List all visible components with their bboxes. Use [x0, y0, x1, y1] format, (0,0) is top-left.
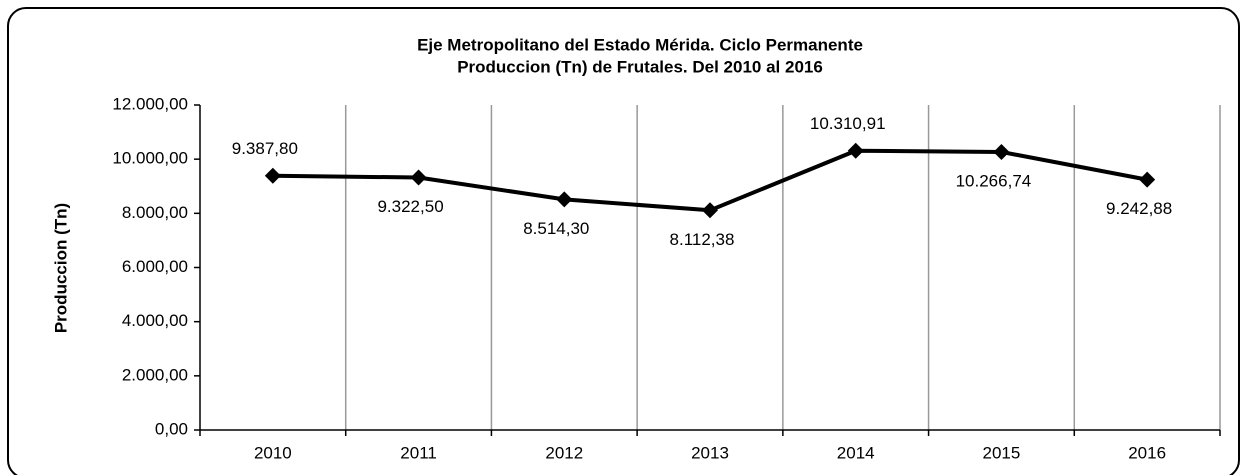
x-tick-label: 2013 [691, 443, 729, 462]
marker [1139, 171, 1156, 188]
x-tick-label: 2012 [545, 443, 583, 462]
marker [702, 202, 718, 219]
y-tick-label: 8.000,00 [122, 203, 188, 222]
marker [410, 169, 427, 186]
marker [556, 191, 573, 208]
y-tick-label: 0,00 [155, 419, 188, 438]
y-tick-label: 10.000,00 [112, 149, 188, 168]
y-axis-label: Produccion (Tn) [51, 203, 70, 333]
data-label: 9.387,80 [232, 139, 298, 158]
y-tick-label: 4.000,00 [122, 311, 188, 330]
y-tick-label: 2.000,00 [122, 365, 188, 384]
chart-subtitle: Produccion (Tn) de Frutales. Del 2010 al… [457, 57, 823, 76]
x-tick-label: 2014 [837, 443, 875, 462]
data-label: 8.514,30 [523, 219, 589, 238]
chart-title: Eje Metropolitano del Estado Mérida. Cic… [417, 35, 863, 54]
data-label: 9.322,50 [377, 197, 443, 216]
y-tick-label: 12.000,00 [112, 94, 188, 113]
data-label: 10.310,91 [810, 114, 886, 133]
x-tick-label: 2016 [1128, 443, 1166, 462]
data-label: 9.242,88 [1106, 199, 1172, 218]
marker [847, 142, 864, 159]
y-tick-label: 6.000,00 [122, 257, 188, 276]
data-label: 10.266,74 [956, 171, 1032, 190]
chart-frame [7, 7, 1240, 475]
marker [264, 167, 281, 184]
x-tick-label: 2011 [400, 443, 437, 462]
marker [993, 143, 1010, 160]
x-tick-label: 2010 [254, 443, 292, 462]
x-tick-label: 2015 [983, 443, 1021, 462]
data-label: 8.112,38 [670, 230, 735, 249]
